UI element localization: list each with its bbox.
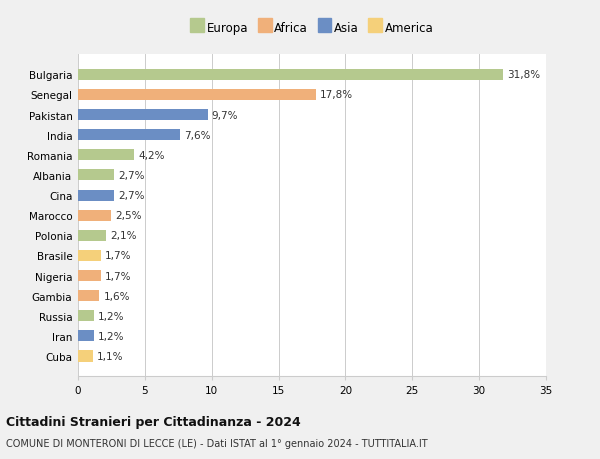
Bar [78, 270, 101, 281]
Text: 31,8%: 31,8% [507, 70, 541, 80]
Text: 2,1%: 2,1% [110, 231, 137, 241]
Text: 1,7%: 1,7% [105, 271, 131, 281]
Bar [78, 70, 503, 81]
Text: 2,5%: 2,5% [115, 211, 142, 221]
Bar [78, 170, 114, 181]
Text: 1,7%: 1,7% [105, 251, 131, 261]
Bar [78, 190, 114, 201]
Legend: Europa, Africa, Asia, America: Europa, Africa, Asia, America [188, 19, 436, 37]
Text: COMUNE DI MONTERONI DI LECCE (LE) - Dati ISTAT al 1° gennaio 2024 - TUTTITALIA.I: COMUNE DI MONTERONI DI LECCE (LE) - Dati… [6, 438, 428, 448]
Bar [78, 110, 208, 121]
Text: 7,6%: 7,6% [184, 130, 210, 140]
Text: 4,2%: 4,2% [138, 151, 164, 161]
Text: 17,8%: 17,8% [320, 90, 353, 100]
Bar [78, 130, 179, 141]
Text: 2,7%: 2,7% [118, 171, 145, 180]
Bar [78, 150, 134, 161]
Bar [78, 291, 100, 302]
Bar [78, 250, 101, 262]
Text: 1,2%: 1,2% [98, 331, 125, 341]
Bar [78, 351, 93, 362]
Text: 1,1%: 1,1% [97, 351, 123, 361]
Bar [78, 330, 94, 341]
Text: 2,7%: 2,7% [118, 190, 145, 201]
Bar [78, 90, 316, 101]
Text: 9,7%: 9,7% [212, 110, 238, 120]
Bar [78, 311, 94, 322]
Text: Cittadini Stranieri per Cittadinanza - 2024: Cittadini Stranieri per Cittadinanza - 2… [6, 415, 301, 428]
Bar [78, 210, 112, 221]
Text: 1,2%: 1,2% [98, 311, 125, 321]
Bar [78, 230, 106, 241]
Text: 1,6%: 1,6% [103, 291, 130, 301]
